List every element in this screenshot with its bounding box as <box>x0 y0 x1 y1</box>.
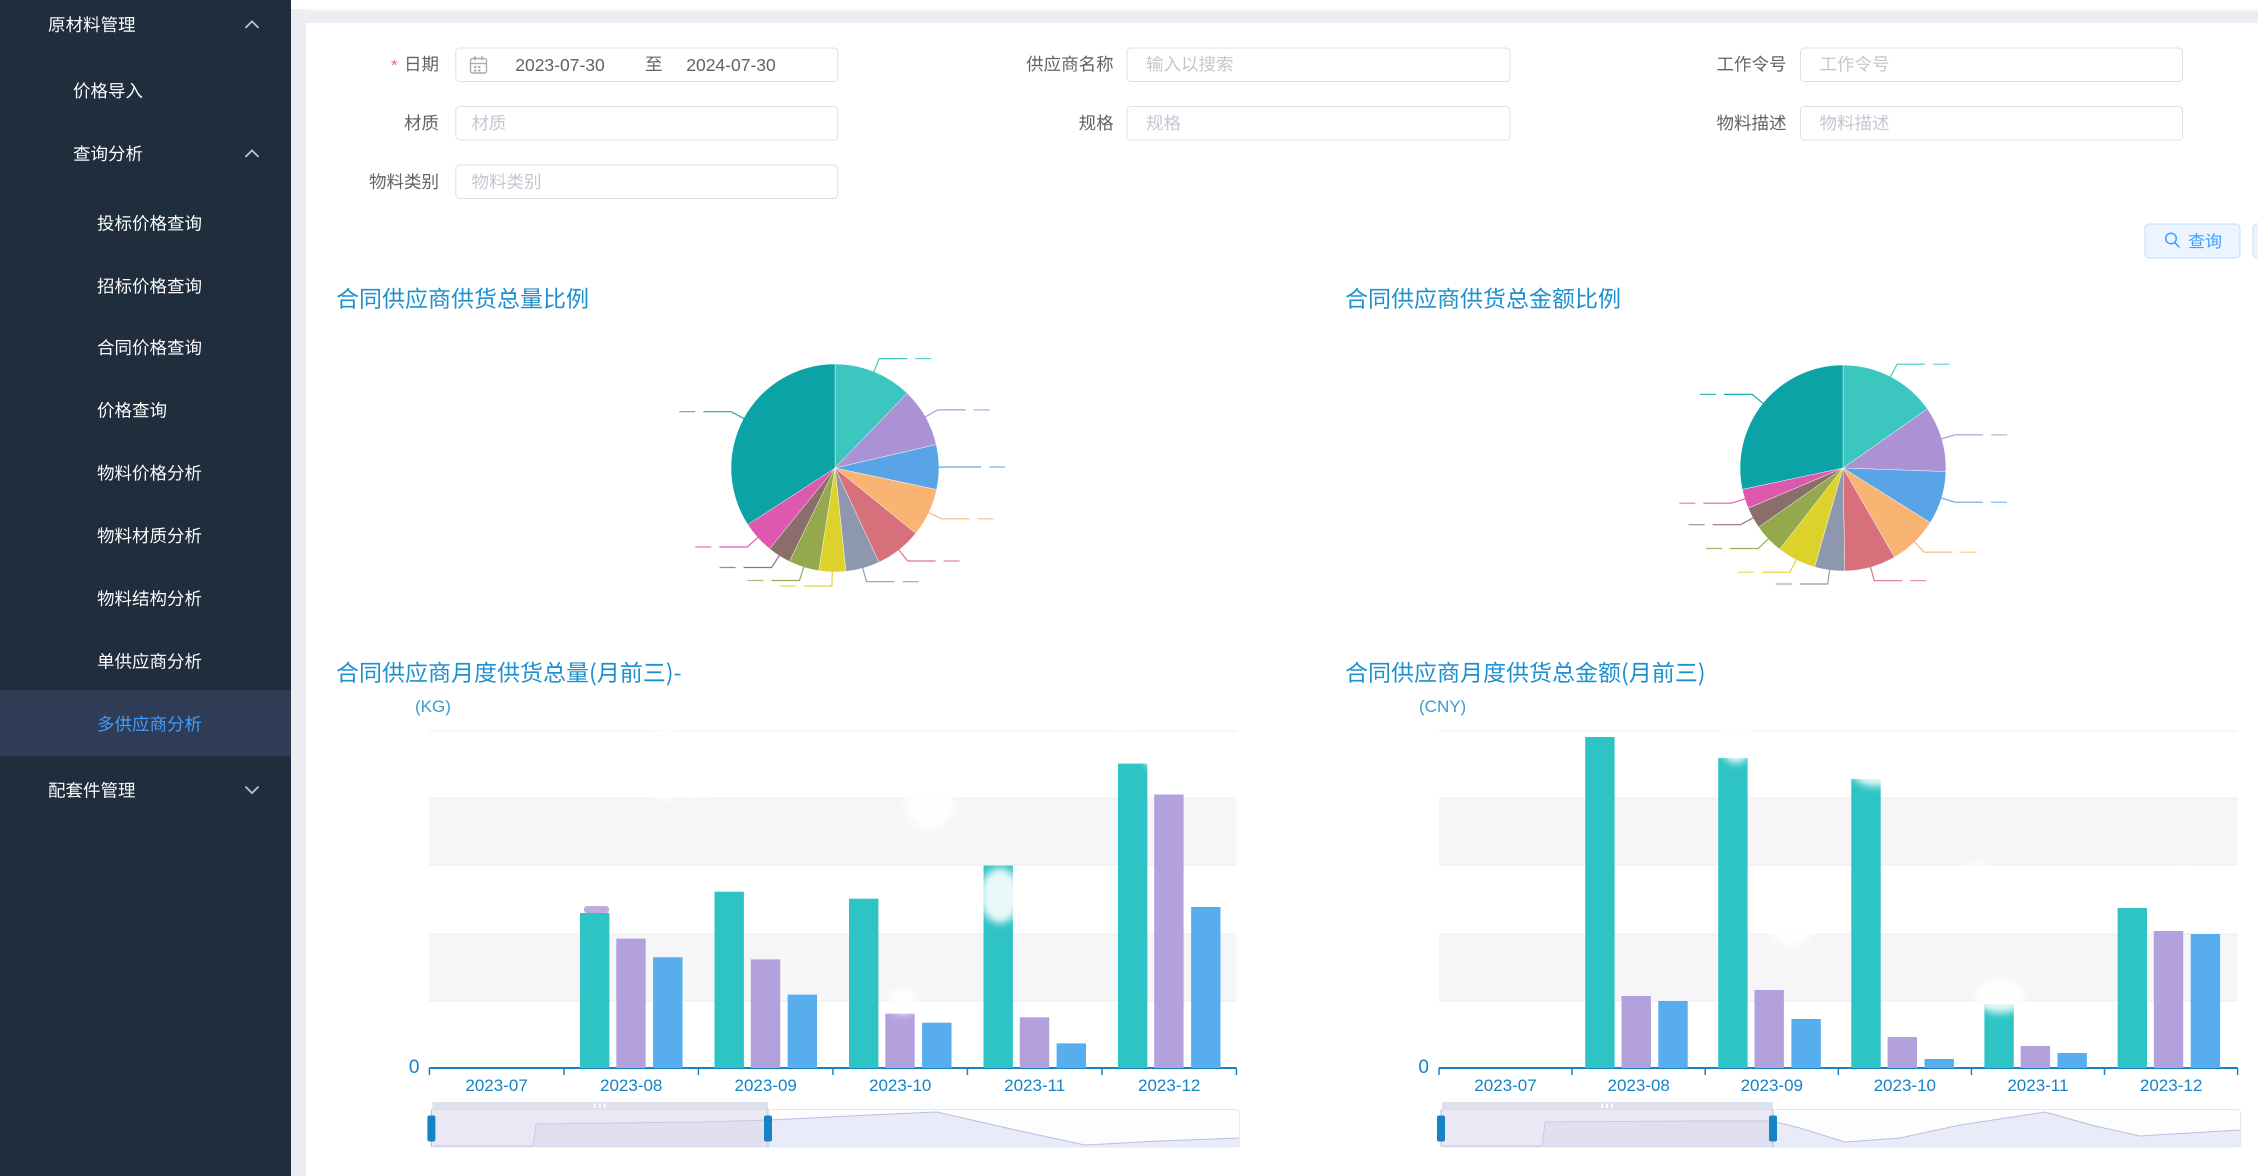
svg-text:2024-07-30: 2024-07-30 <box>686 55 776 75</box>
svg-text:(KG): (KG) <box>415 697 451 716</box>
svg-text:2023-12: 2023-12 <box>1138 1076 1200 1095</box>
svg-text:2023-09: 2023-09 <box>1741 1076 1803 1095</box>
svg-text:2023-10: 2023-10 <box>1874 1076 1936 1095</box>
svg-text:2023-07: 2023-07 <box>1474 1076 1536 1095</box>
svg-text:(CNY): (CNY) <box>1419 697 1466 716</box>
svg-text:2023-10: 2023-10 <box>869 1076 931 1095</box>
svg-text:0: 0 <box>409 1057 420 1078</box>
svg-text:2023-07-30: 2023-07-30 <box>515 55 605 75</box>
svg-text:0: 0 <box>1418 1057 1429 1078</box>
svg-text:2023-12: 2023-12 <box>2140 1076 2202 1095</box>
svg-text:2023-11: 2023-11 <box>1004 1076 1065 1095</box>
svg-text:2023-11: 2023-11 <box>2007 1076 2068 1095</box>
svg-text:2023-07: 2023-07 <box>465 1076 527 1095</box>
svg-text:2023-09: 2023-09 <box>735 1076 797 1095</box>
svg-text:2023-08: 2023-08 <box>1608 1076 1670 1095</box>
svg-text:2023-08: 2023-08 <box>600 1076 662 1095</box>
svg-text:*: * <box>391 56 398 75</box>
